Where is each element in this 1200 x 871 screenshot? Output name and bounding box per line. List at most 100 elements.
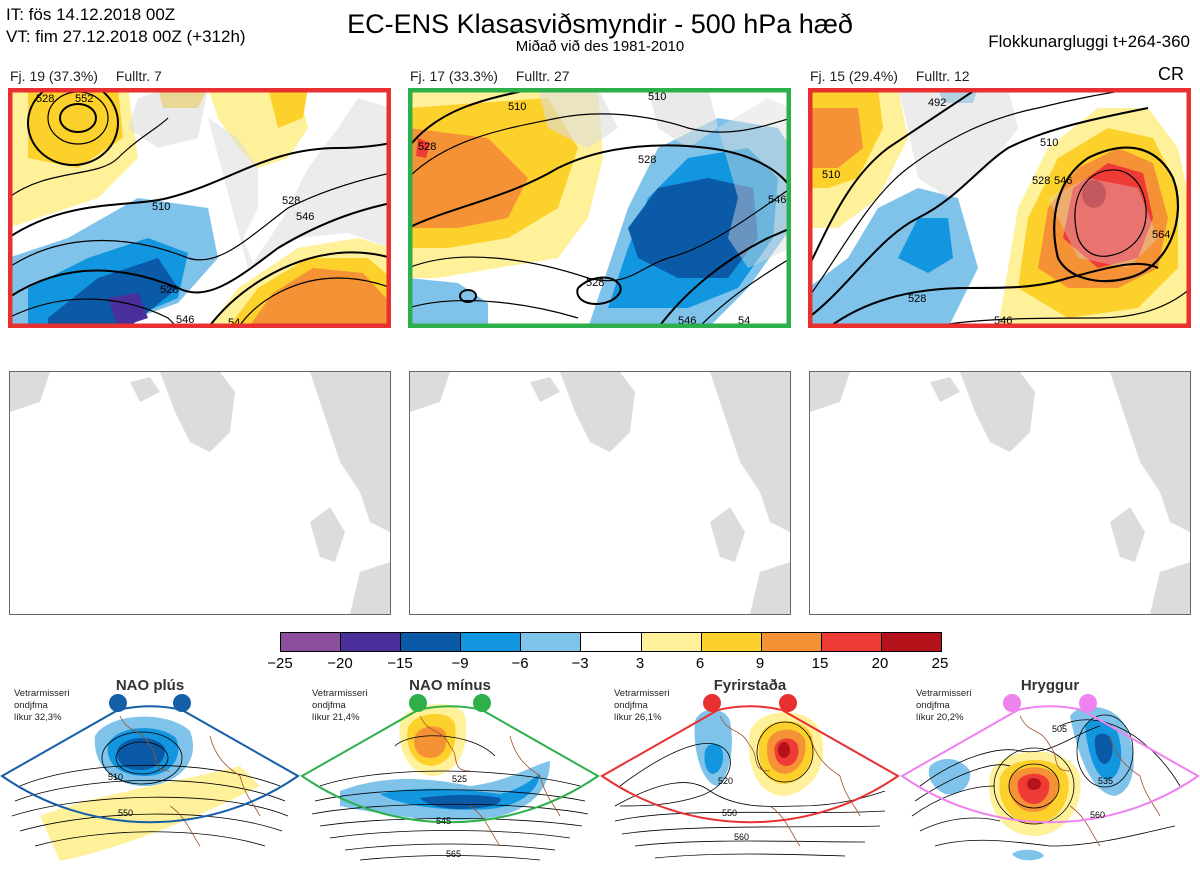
- contour-label: 546: [176, 314, 194, 326]
- colorbar-swatch: [401, 633, 462, 651]
- contour-label: 510: [508, 101, 526, 113]
- contour-label: 546: [296, 211, 314, 223]
- regime-info-line: ondjfma: [614, 700, 648, 711]
- regime-frame: [900, 705, 1200, 824]
- regime-nao-plus[interactable]: 510 550: [0, 676, 300, 871]
- cluster-code: CR: [1158, 64, 1184, 84]
- regime-frame: [0, 705, 300, 824]
- cluster-map-2-graphic: 510 528 528 510 546 54 528 546: [408, 88, 791, 328]
- contour-label: 528: [638, 154, 656, 166]
- contour-label: 564: [1152, 229, 1170, 241]
- panel-3-label: Fj. 15 (29.4%) Fulltr. 12: [810, 68, 984, 84]
- regime-contour-label: 565: [446, 849, 461, 859]
- regime-title: NAO plús: [115, 677, 185, 694]
- contour-label: 528: [36, 93, 54, 105]
- contour-label: 492: [928, 97, 946, 109]
- panel-2-count: Fj. 17 (33.3%): [410, 68, 498, 84]
- regime-info-line: líkur 20,2%: [916, 712, 964, 723]
- regime-dot: [173, 694, 191, 712]
- contour-label: 54: [228, 317, 240, 328]
- panel-1-border: [8, 88, 391, 328]
- regime-info-line: ondjfma: [312, 700, 346, 711]
- contour-label: 510: [1040, 137, 1058, 149]
- cluster-map-3[interactable]: 492 510 528 546 564 528 546 510: [808, 88, 1191, 328]
- contour-label: 528: [160, 284, 178, 296]
- regime-info-line: líkur 26,1%: [614, 712, 662, 723]
- regime-frame: [300, 705, 600, 824]
- regime-dot: [109, 694, 127, 712]
- regime-info-line: Vetrarmisseri: [14, 688, 70, 699]
- regime-nao-minus-map: 525 545 565: [300, 694, 600, 861]
- empty-map-3-graphic: [810, 372, 1190, 614]
- empty-map-2: [409, 371, 791, 615]
- colorbar: [280, 632, 942, 652]
- regime-dot: [1079, 694, 1097, 712]
- colorbar-swatch: [281, 633, 342, 651]
- empty-map-1-graphic: [10, 372, 390, 614]
- regime-nao-minus[interactable]: 525 545 565: [300, 676, 600, 871]
- regime-info-line: ondjfma: [14, 700, 48, 711]
- colorbar-tick: 3: [635, 655, 645, 672]
- regime-info-line: Vetrarmisseri: [614, 688, 670, 699]
- colorbar-tick: −15: [387, 655, 413, 672]
- regime-contour-label: 545: [436, 816, 451, 826]
- regime-info-line: Vetrarmisseri: [916, 688, 972, 699]
- colorbar-tick: −6: [511, 655, 529, 672]
- regime-dot: [1003, 694, 1021, 712]
- contour-label: 546: [768, 194, 786, 206]
- panel-2-label: Fj. 17 (33.3%) Fulltr. 27: [410, 68, 584, 84]
- cluster-map-1[interactable]: 528 552 510 528 546 528 546 54: [8, 88, 391, 328]
- regime-title: Hryggur: [1020, 677, 1080, 694]
- contour-label: 528: [282, 195, 300, 207]
- panel-2-rep: Fulltr. 27: [515, 68, 570, 84]
- regime-contour-label: 510: [108, 772, 123, 782]
- panel-3-border: [808, 88, 1191, 328]
- panel-3-count: Fj. 15 (29.4%): [810, 68, 898, 84]
- panel-1-count: Fj. 19 (37.3%): [10, 68, 98, 84]
- contour-label: 510: [822, 169, 840, 181]
- regime-contour-label: 560: [734, 832, 749, 842]
- contour-label: 528: [1032, 175, 1050, 187]
- colorbar-swatch: [881, 633, 942, 651]
- cluster-map-1-graphic: 528 552 510 528 546 528 546 54: [8, 88, 391, 328]
- regime-info: Vetrarmisseri ondjfma líkur 21,4%: [312, 688, 367, 724]
- colorbar-tick: −9: [451, 655, 469, 672]
- colorbar-tick: −25: [267, 655, 293, 672]
- regime-info-line: Vetrarmisseri: [312, 688, 368, 699]
- regime-contour-label: 505: [1052, 724, 1067, 734]
- cluster-map-2[interactable]: 510 528 528 510 546 54 528 546: [408, 88, 791, 328]
- cluster-window: Flokkunargluggi t+264-360: [988, 32, 1190, 51]
- colorbar-tick: −20: [327, 655, 353, 672]
- colorbar-tick: −3: [571, 655, 589, 672]
- regime-blocking-map: 520 550 560: [600, 694, 900, 859]
- colorbar-swatch: [641, 633, 702, 651]
- page-subtitle: Miðað við des 1981-2010: [515, 38, 685, 55]
- colorbar-swatch: [581, 633, 642, 651]
- empty-map-3: [809, 371, 1191, 615]
- colorbar-swatch: [821, 633, 882, 651]
- panel-1-rep: Fulltr. 7: [115, 68, 162, 84]
- panel-3-rep: Fulltr. 12: [915, 68, 970, 84]
- contour-label: 510: [152, 201, 170, 213]
- colorbar-swatch: [701, 633, 762, 651]
- regime-info: Vetrarmisseri ondjfma líkur 26,1%: [614, 688, 669, 724]
- regime-dot: [779, 694, 797, 712]
- colorbar-tick: 6: [695, 655, 705, 672]
- initial-time: IT: fös 14.12.2018 00Z: [6, 5, 176, 24]
- regime-frame: [600, 705, 900, 824]
- regime-ridge[interactable]: 505 535 560: [900, 676, 1200, 871]
- regime-contour-label: 550: [722, 808, 737, 818]
- empty-map-1: [9, 371, 391, 615]
- regime-blocking[interactable]: 520 550 560: [600, 676, 900, 871]
- regime-ridge-map: 505 535 560: [900, 694, 1200, 861]
- panel-2-border: [408, 88, 791, 328]
- contour-label: 546: [1054, 175, 1072, 187]
- header-info: IT: fös 14.12.2018 00Z VT: fim 27.12.201…: [6, 4, 246, 48]
- regime-title: NAO mínus: [409, 677, 491, 694]
- panel-1-label: Fj. 19 (37.3%) Fulltr. 7: [10, 68, 176, 84]
- regime-info: Vetrarmisseri ondjfma líkur 32,3%: [14, 688, 69, 724]
- empty-map-2-graphic: [410, 372, 790, 614]
- valid-time: VT: fim 27.12.2018 00Z (+312h): [6, 27, 246, 46]
- contour-label: 528: [418, 141, 436, 153]
- regime-dot: [409, 694, 427, 712]
